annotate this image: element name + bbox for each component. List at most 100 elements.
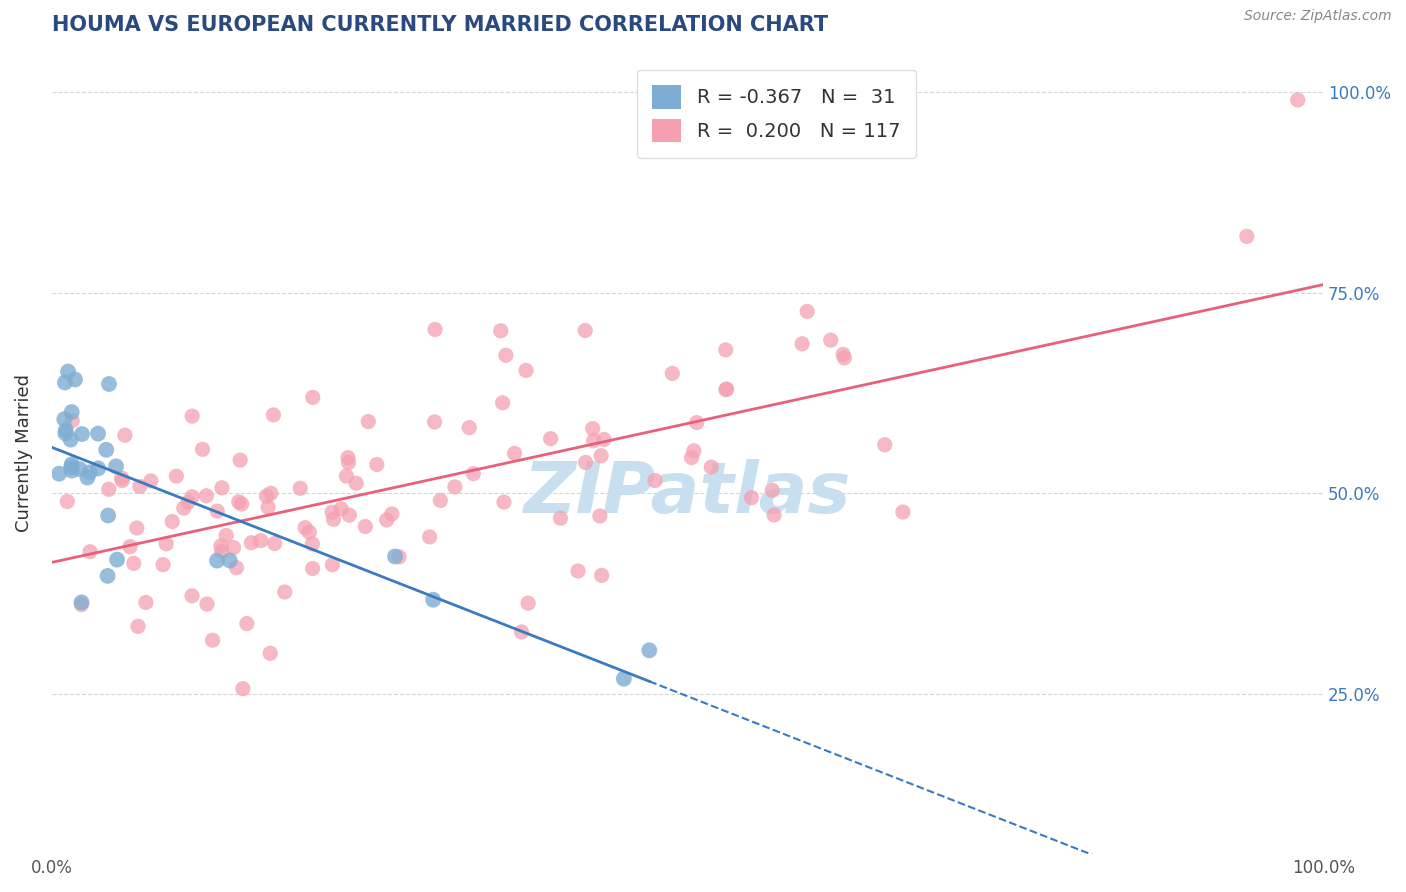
Europeans <box>201 633 224 648</box>
Europeans <box>644 474 666 488</box>
Europeans <box>231 497 253 511</box>
Houma <box>384 549 406 564</box>
Europeans <box>581 421 603 435</box>
Europeans <box>337 456 360 470</box>
Europeans <box>458 420 481 434</box>
Houma <box>205 553 228 567</box>
Legend: R = -0.367   N =  31, R =  0.200   N = 117: R = -0.367 N = 31, R = 0.200 N = 117 <box>637 70 917 158</box>
Europeans <box>589 509 612 524</box>
Europeans <box>388 549 411 564</box>
Europeans <box>181 490 204 504</box>
Europeans <box>228 495 250 509</box>
Europeans <box>240 535 263 549</box>
Europeans <box>517 596 540 610</box>
Europeans <box>181 589 204 603</box>
Europeans <box>682 443 704 458</box>
Houma <box>60 405 83 419</box>
Houma <box>613 672 636 686</box>
Europeans <box>181 409 204 423</box>
Europeans <box>294 521 316 535</box>
Europeans <box>262 408 284 422</box>
Europeans <box>891 505 914 519</box>
Europeans <box>423 415 446 429</box>
Europeans <box>195 597 218 611</box>
Europeans <box>209 539 232 553</box>
Europeans <box>761 483 783 498</box>
Europeans <box>120 540 142 554</box>
Europeans <box>135 595 157 609</box>
Europeans <box>832 347 855 361</box>
Europeans <box>423 322 446 336</box>
Europeans <box>321 558 343 572</box>
Europeans <box>290 481 312 495</box>
Europeans <box>661 367 683 381</box>
Houma <box>97 569 120 583</box>
Europeans <box>763 508 786 522</box>
Europeans <box>354 519 377 533</box>
Europeans <box>256 489 278 503</box>
Europeans <box>574 324 596 338</box>
Europeans <box>790 336 813 351</box>
Europeans <box>60 414 83 428</box>
Houma <box>79 466 101 480</box>
Houma <box>97 508 120 523</box>
Europeans <box>191 442 214 457</box>
Europeans <box>173 501 195 516</box>
Houma <box>98 376 121 391</box>
Europeans <box>211 544 233 558</box>
Europeans <box>260 486 283 500</box>
Europeans <box>273 585 295 599</box>
Europeans <box>444 480 467 494</box>
Europeans <box>1236 229 1258 244</box>
Europeans <box>263 536 285 550</box>
Europeans <box>127 619 149 633</box>
Europeans <box>330 501 353 516</box>
Text: ZIPatlas: ZIPatlas <box>524 458 851 527</box>
Europeans <box>344 476 367 491</box>
Europeans <box>575 455 598 469</box>
Europeans <box>700 460 723 475</box>
Houma <box>218 553 240 567</box>
Europeans <box>820 333 842 347</box>
Y-axis label: Currently Married: Currently Married <box>15 374 32 532</box>
Europeans <box>381 507 404 521</box>
Europeans <box>714 343 737 357</box>
Houma <box>56 365 79 379</box>
Europeans <box>357 415 380 429</box>
Houma <box>59 433 82 447</box>
Europeans <box>681 450 703 465</box>
Europeans <box>489 324 512 338</box>
Houma <box>60 458 83 472</box>
Houma <box>53 376 76 390</box>
Europeans <box>591 568 613 582</box>
Europeans <box>125 521 148 535</box>
Houma <box>69 462 91 476</box>
Europeans <box>301 537 323 551</box>
Europeans <box>215 528 238 542</box>
Europeans <box>322 512 344 526</box>
Europeans <box>834 351 856 365</box>
Houma <box>55 423 77 437</box>
Europeans <box>236 616 259 631</box>
Europeans <box>111 471 134 485</box>
Europeans <box>873 438 896 452</box>
Europeans <box>567 564 589 578</box>
Houma <box>105 552 128 566</box>
Europeans <box>335 469 357 483</box>
Houma <box>70 595 93 609</box>
Europeans <box>259 646 281 660</box>
Europeans <box>155 537 177 551</box>
Europeans <box>550 511 572 525</box>
Houma <box>70 427 93 442</box>
Europeans <box>515 363 537 377</box>
Europeans <box>492 396 515 410</box>
Europeans <box>79 545 101 559</box>
Europeans <box>429 493 451 508</box>
Europeans <box>232 681 254 696</box>
Europeans <box>152 558 174 572</box>
Houma <box>87 426 110 441</box>
Europeans <box>375 513 398 527</box>
Europeans <box>419 530 441 544</box>
Houma <box>87 461 110 475</box>
Europeans <box>205 504 228 518</box>
